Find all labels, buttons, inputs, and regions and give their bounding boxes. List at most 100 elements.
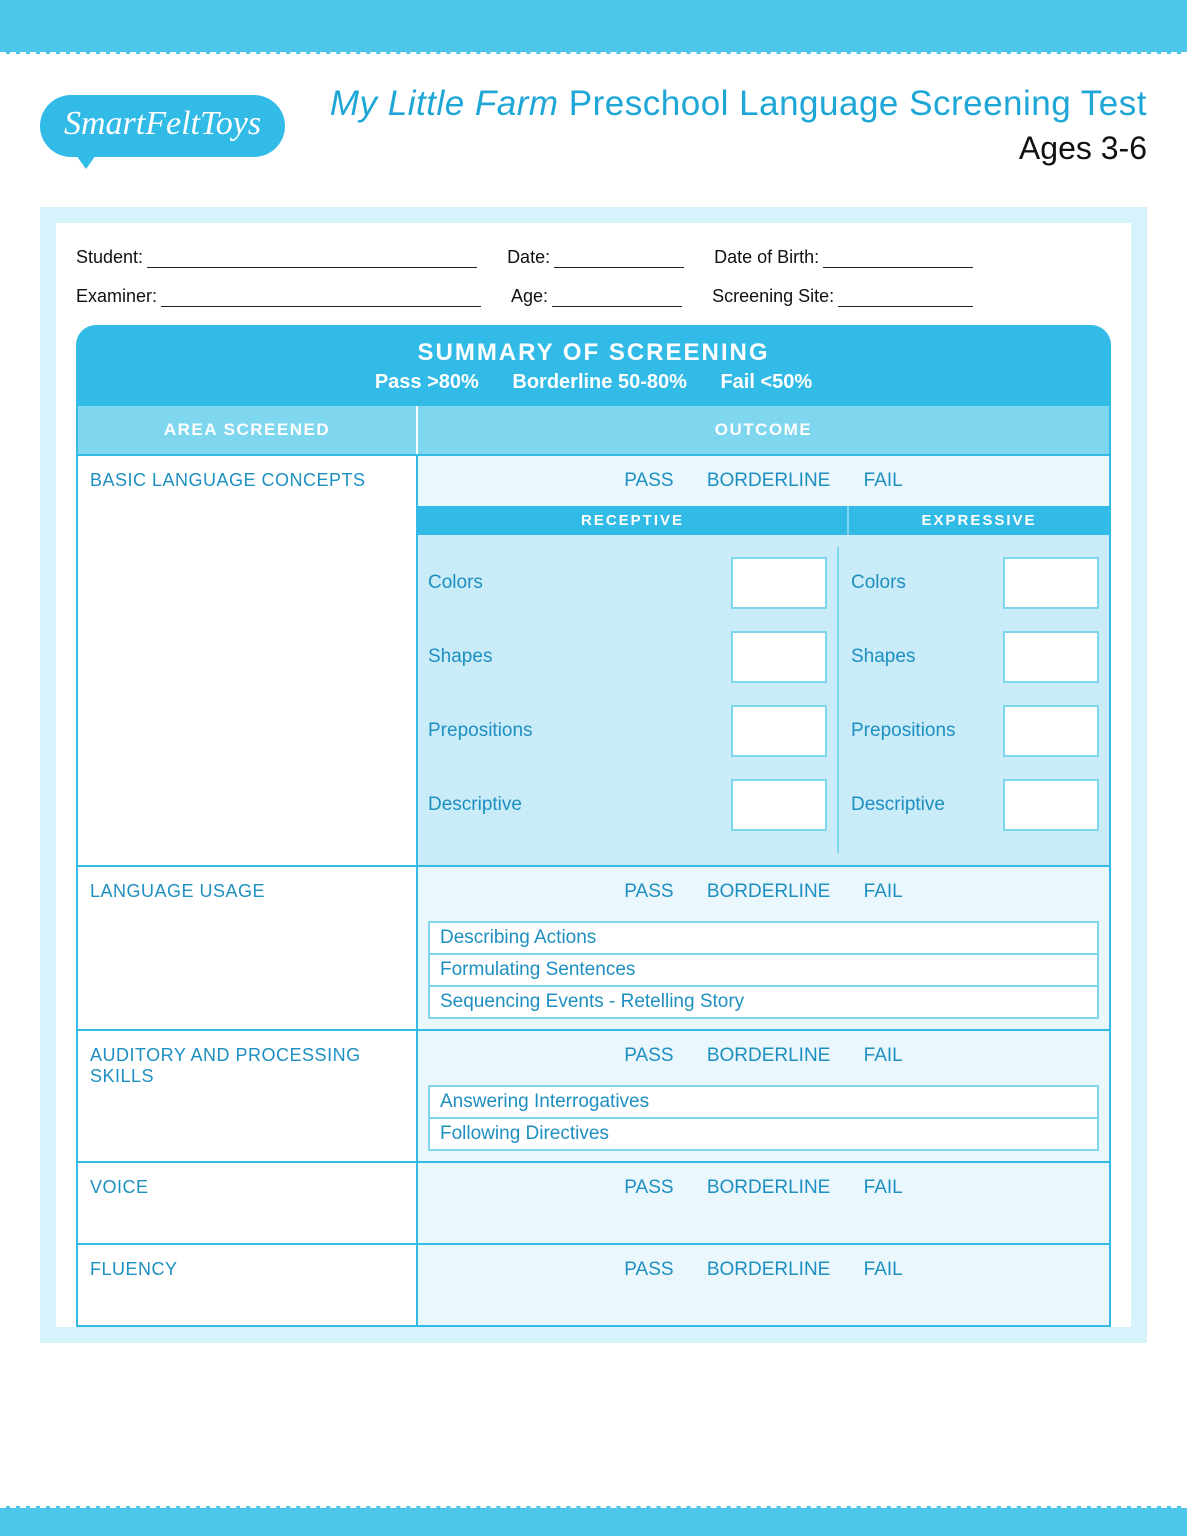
col-header-outcome: OUTCOME — [418, 406, 1109, 454]
usage-fail[interactable]: FAIL — [864, 881, 903, 902]
auditory-fail[interactable]: FAIL — [864, 1045, 903, 1066]
summary-table: AREA SCREENED OUTCOME BASIC LANGUAGE CON… — [76, 406, 1111, 1327]
expressive-shapes-box[interactable] — [1003, 631, 1099, 683]
auditory-item-interrogatives[interactable]: Answering Interrogatives — [428, 1085, 1099, 1119]
usage-items: Describing Actions Formulating Sentences… — [418, 921, 1109, 1029]
section-voice-body: PASS BORDERLINE FAIL — [418, 1163, 1109, 1243]
auditory-pass[interactable]: PASS — [624, 1045, 673, 1066]
expressive-shapes-label: Shapes — [851, 646, 915, 668]
voice-pass[interactable]: PASS — [624, 1177, 673, 1198]
basic-fail[interactable]: FAIL — [864, 470, 903, 491]
expressive-prepositions-label: Prepositions — [851, 720, 956, 742]
usage-item-formulating[interactable]: Formulating Sentences — [428, 953, 1099, 987]
site-label: Screening Site: — [712, 286, 834, 307]
legend-pass: Pass >80% — [375, 371, 479, 393]
info-row-2: Examiner: Age: Screening Site: — [76, 286, 1111, 307]
usage-pbf: PASS BORDERLINE FAIL — [418, 867, 1109, 917]
title-block: My Little Farm Preschool Language Screen… — [303, 84, 1147, 167]
subhead-expressive: EXPRESSIVE — [849, 506, 1109, 535]
summary-legend: Pass >80% Borderline 50-80% Fail <50% — [86, 371, 1101, 394]
auditory-borderline[interactable]: BORDERLINE — [707, 1045, 831, 1066]
section-basic-body: PASS BORDERLINE FAIL RECEPTIVE EXPRESSIV… — [418, 456, 1109, 865]
receptive-colors: Colors — [428, 557, 827, 609]
section-auditory-label: AUDITORY AND PROCESSING SKILLS — [78, 1031, 418, 1161]
date-field[interactable]: Date: — [507, 247, 684, 268]
auditory-pbf: PASS BORDERLINE FAIL — [418, 1031, 1109, 1081]
basic-pass[interactable]: PASS — [624, 470, 673, 491]
section-basic-label: BASIC LANGUAGE CONCEPTS — [78, 456, 418, 865]
receptive-prepositions-label: Prepositions — [428, 720, 533, 742]
examiner-field[interactable]: Examiner: — [76, 286, 481, 307]
fluency-pass[interactable]: PASS — [624, 1259, 673, 1280]
section-voice: VOICE PASS BORDERLINE FAIL — [78, 1161, 1109, 1243]
basic-borderline[interactable]: BORDERLINE — [707, 470, 831, 491]
expressive-prepositions-box[interactable] — [1003, 705, 1099, 757]
dob-field[interactable]: Date of Birth: — [714, 247, 973, 268]
usage-pass[interactable]: PASS — [624, 881, 673, 902]
student-label: Student: — [76, 247, 143, 268]
receptive-shapes-box[interactable] — [731, 631, 827, 683]
examiner-label: Examiner: — [76, 286, 157, 307]
receptive-expressive-header: RECEPTIVE EXPRESSIVE — [418, 506, 1109, 535]
fluency-fail[interactable]: FAIL — [864, 1259, 903, 1280]
usage-item-describing[interactable]: Describing Actions — [428, 921, 1099, 955]
expressive-colors-label: Colors — [851, 572, 906, 594]
usage-borderline[interactable]: BORDERLINE — [707, 881, 831, 902]
expressive-shapes: Shapes — [839, 631, 1099, 683]
section-voice-label: VOICE — [78, 1163, 418, 1243]
voice-fail[interactable]: FAIL — [864, 1177, 903, 1198]
section-basic: BASIC LANGUAGE CONCEPTS PASS BORDERLINE … — [78, 454, 1109, 865]
fluency-borderline[interactable]: BORDERLINE — [707, 1259, 831, 1280]
bottom-border-band — [0, 1506, 1187, 1536]
site-field[interactable]: Screening Site: — [712, 286, 973, 307]
column-header-row: AREA SCREENED OUTCOME — [78, 406, 1109, 454]
age-label: Age: — [511, 286, 548, 307]
student-field[interactable]: Student: — [76, 247, 477, 268]
age-range: Ages 3-6 — [303, 130, 1147, 167]
section-usage-label: LANGUAGE USAGE — [78, 867, 418, 1029]
section-usage-body: PASS BORDERLINE FAIL Describing Actions … — [418, 867, 1109, 1029]
section-auditory: AUDITORY AND PROCESSING SKILLS PASS BORD… — [78, 1029, 1109, 1161]
summary-title: SUMMARY OF SCREENING — [86, 339, 1101, 367]
receptive-expressive-grid: Colors Shapes Prepositions Descriptive C… — [418, 535, 1109, 865]
fluency-pbf: PASS BORDERLINE FAIL — [418, 1245, 1109, 1295]
subhead-receptive: RECEPTIVE — [418, 506, 849, 535]
expressive-colors: Colors — [839, 557, 1099, 609]
expressive-descriptive: Descriptive — [839, 779, 1099, 831]
auditory-items: Answering Interrogatives Following Direc… — [418, 1085, 1109, 1161]
title-prefix: My Little Farm — [330, 84, 559, 123]
col-header-area: AREA SCREENED — [78, 406, 418, 454]
page-header: SmartFeltToys My Little Farm Preschool L… — [0, 54, 1187, 167]
section-fluency-label: FLUENCY — [78, 1245, 418, 1325]
section-fluency: FLUENCY PASS BORDERLINE FAIL — [78, 1243, 1109, 1325]
receptive-descriptive: Descriptive — [428, 779, 827, 831]
legend-fail: Fail <50% — [720, 371, 812, 393]
expressive-prepositions: Prepositions — [839, 705, 1099, 757]
expressive-column: Colors Shapes Prepositions Descriptive — [839, 547, 1099, 853]
section-auditory-body: PASS BORDERLINE FAIL Answering Interroga… — [418, 1031, 1109, 1161]
section-usage: LANGUAGE USAGE PASS BORDERLINE FAIL Desc… — [78, 865, 1109, 1029]
legend-borderline: Borderline 50-80% — [512, 371, 687, 393]
voice-borderline[interactable]: BORDERLINE — [707, 1177, 831, 1198]
basic-pbf: PASS BORDERLINE FAIL — [418, 456, 1109, 506]
title-main: Preschool Language Screening Test — [559, 84, 1147, 123]
voice-pbf: PASS BORDERLINE FAIL — [418, 1163, 1109, 1213]
expressive-colors-box[interactable] — [1003, 557, 1099, 609]
auditory-item-directives[interactable]: Following Directives — [428, 1117, 1099, 1151]
receptive-colors-label: Colors — [428, 572, 483, 594]
summary-header: SUMMARY OF SCREENING Pass >80% Borderlin… — [76, 325, 1111, 406]
brand-logo: SmartFeltToys — [40, 95, 285, 157]
expressive-descriptive-box[interactable] — [1003, 779, 1099, 831]
usage-item-sequencing[interactable]: Sequencing Events - Retelling Story — [428, 985, 1099, 1019]
top-border-band — [0, 0, 1187, 54]
receptive-descriptive-box[interactable] — [731, 779, 827, 831]
receptive-column: Colors Shapes Prepositions Descriptive — [428, 547, 839, 853]
receptive-prepositions-box[interactable] — [731, 705, 827, 757]
section-fluency-body: PASS BORDERLINE FAIL — [418, 1245, 1109, 1325]
receptive-colors-box[interactable] — [731, 557, 827, 609]
date-label: Date: — [507, 247, 550, 268]
page-title: My Little Farm Preschool Language Screen… — [303, 84, 1147, 124]
age-field[interactable]: Age: — [511, 286, 682, 307]
receptive-shapes: Shapes — [428, 631, 827, 683]
form-panel-outer: Student: Date: Date of Birth: Examiner: … — [40, 207, 1147, 1343]
